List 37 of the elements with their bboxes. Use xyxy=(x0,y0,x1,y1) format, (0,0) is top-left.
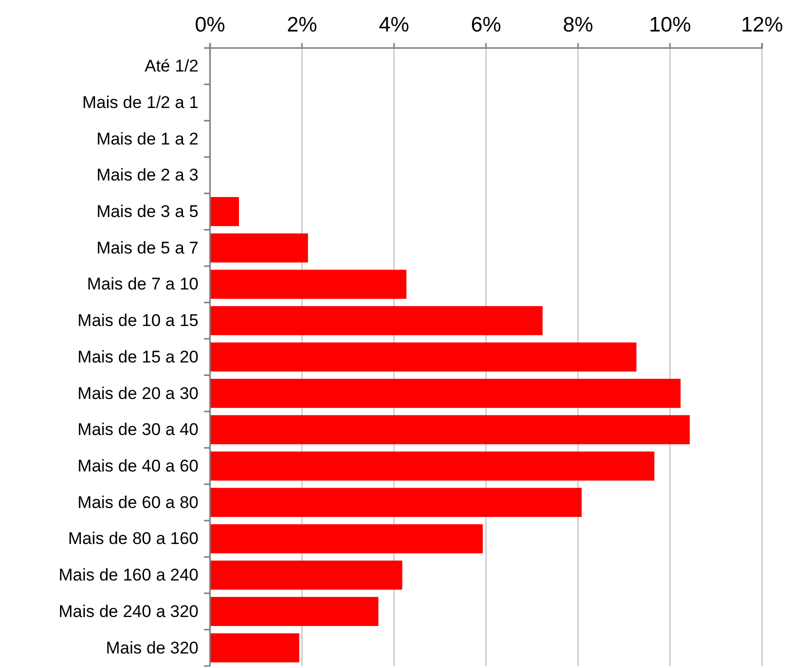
y-tick-label: Mais de 30 a 40 xyxy=(78,420,198,440)
bar xyxy=(210,415,690,444)
y-tick-label: Mais de 60 a 80 xyxy=(78,492,198,512)
bar xyxy=(210,596,378,626)
x-tick-label: 12% xyxy=(740,14,784,37)
x-tick-label: 10% xyxy=(648,14,692,37)
y-tick-label: Mais de 7 a 10 xyxy=(86,274,198,294)
x-tick-label: 8% xyxy=(562,14,594,37)
y-tick-label: Mais de 15 a 20 xyxy=(78,347,198,366)
y-tick-label: Mais de 80 a 160 xyxy=(68,529,198,548)
y-tick-label: Mais de 10 a 15 xyxy=(78,311,198,330)
bar xyxy=(210,270,406,299)
y-tick-label: Mais de 160 a 240 xyxy=(58,566,198,585)
y-tick-label: Mais de 5 a 7 xyxy=(96,238,198,258)
bar xyxy=(210,197,239,226)
x-tick-label: 4% xyxy=(378,14,410,37)
bar xyxy=(210,342,636,372)
y-tick-label: Até 1/2 xyxy=(144,56,198,76)
x-tick-label: 0% xyxy=(194,14,226,37)
x-tick-label: 6% xyxy=(470,14,502,37)
y-tick-label: Mais de 1/2 a 1 xyxy=(82,92,198,112)
y-tick-label: Mais de 320 xyxy=(106,638,198,658)
bar xyxy=(210,306,543,336)
bar xyxy=(210,233,308,262)
bar xyxy=(210,452,654,481)
bar xyxy=(210,488,582,517)
y-tick-label: Mais de 2 a 3 xyxy=(96,166,198,185)
y-tick-label: Mais de 240 a 320 xyxy=(58,602,198,621)
x-tick-label: 2% xyxy=(286,14,318,37)
y-tick-label: Mais de 20 a 30 xyxy=(78,384,198,403)
y-tick-label: Mais de 3 a 5 xyxy=(96,202,198,222)
bar xyxy=(210,378,681,408)
y-tick-label: Mais de 40 a 60 xyxy=(78,456,198,476)
bar xyxy=(210,633,300,662)
y-tick-label: Mais de 1 a 2 xyxy=(96,129,198,148)
bar xyxy=(210,524,483,554)
bar xyxy=(210,560,402,590)
